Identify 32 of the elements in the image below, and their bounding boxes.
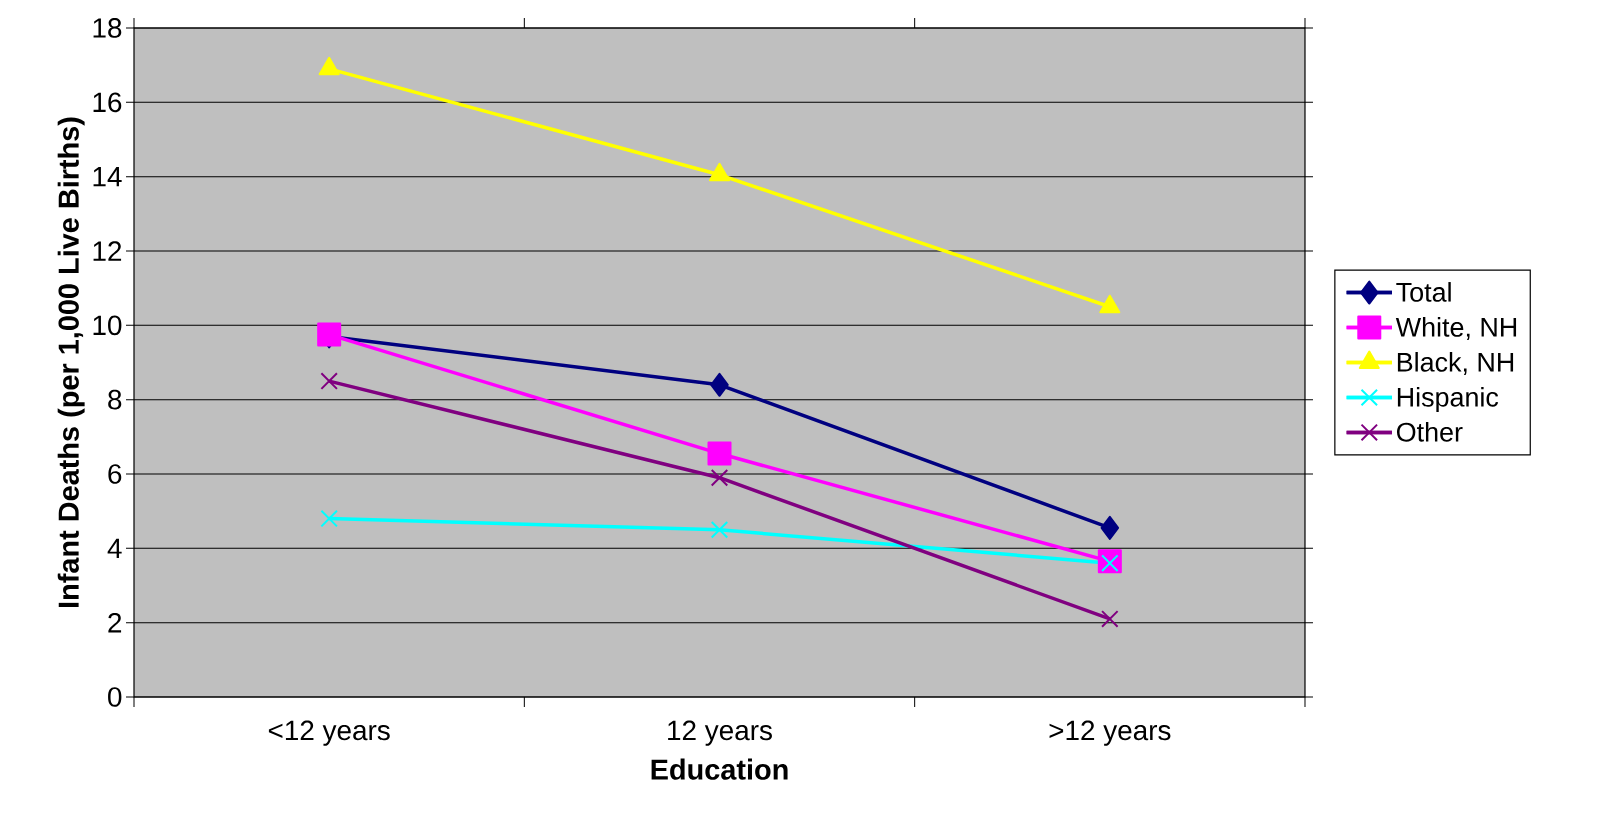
point (710, 468, 729, 487)
point (1099, 294, 1121, 314)
y-tick-label: 4 (107, 538, 122, 558)
point (710, 372, 729, 397)
point (320, 372, 338, 390)
point (708, 162, 731, 182)
legend-label: Total (1396, 282, 1451, 302)
x-axis-title: Education (651, 758, 788, 780)
x-tick-label: 12 years (668, 720, 772, 746)
point (710, 520, 729, 539)
legend-label: Black, NH (1397, 351, 1514, 375)
point (320, 509, 338, 528)
x-tick-label: >12 years (1049, 720, 1171, 746)
y-tick-label: 10 (93, 315, 122, 336)
y-axis-title: Infant Deaths (per 1,000 Live Births) (57, 117, 85, 608)
y-tick-label: 18 (93, 18, 122, 38)
y-tick-label: 16 (93, 92, 122, 113)
y-tick-label: 6 (108, 464, 122, 484)
x-tick-label: <12 years (268, 720, 390, 746)
y-tick-label: 0 (108, 687, 122, 707)
point (1100, 515, 1120, 540)
point (707, 441, 732, 466)
y-tick-label: 12 (93, 241, 122, 261)
point (318, 56, 340, 76)
y-tick-label: 14 (93, 167, 122, 187)
y-tick-label: 2 (108, 612, 122, 633)
legend-label: Hispanic (1397, 386, 1499, 413)
point (1101, 610, 1119, 628)
legend-label: White, NH (1395, 317, 1517, 340)
point (1101, 554, 1119, 572)
legend-label: Other (1396, 421, 1463, 442)
y-tick-label: 8 (108, 389, 122, 410)
